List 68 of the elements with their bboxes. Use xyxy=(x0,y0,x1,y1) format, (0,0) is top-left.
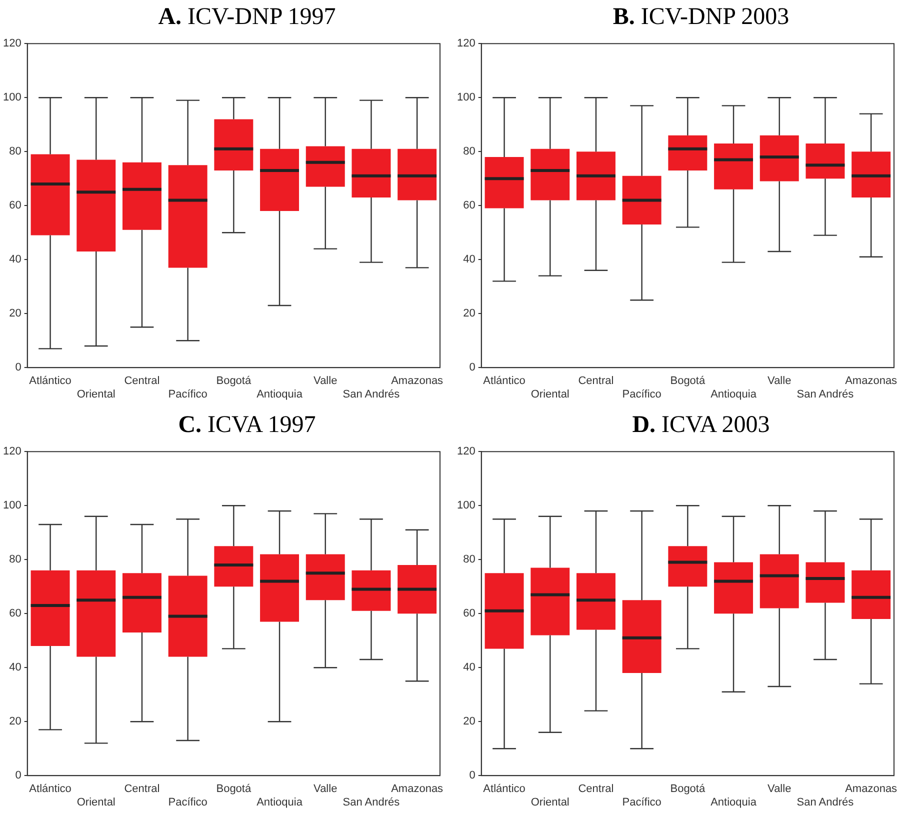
x-tick-label: San Andrés xyxy=(796,388,854,400)
y-tick-label: 80 xyxy=(463,146,476,158)
y-tick-label: 80 xyxy=(463,554,476,566)
y-tick-label: 20 xyxy=(9,308,22,320)
y-tick-label: 120 xyxy=(456,38,476,50)
y-tick-label: 120 xyxy=(456,446,476,458)
y-tick-label: 60 xyxy=(9,200,22,212)
y-tick-label: 0 xyxy=(469,770,476,782)
x-tick-label: Bogotá xyxy=(670,783,706,796)
x-tick-label: Antioquia xyxy=(710,388,758,400)
y-tick-label: 40 xyxy=(463,662,476,674)
y-tick-label: 20 xyxy=(463,716,476,728)
x-tick-label: Antioquia xyxy=(256,388,304,400)
x-tick-label: Central xyxy=(124,783,160,796)
chart-title: C. ICVA 1997 xyxy=(177,411,317,440)
x-tick-label: Central xyxy=(124,375,160,388)
y-tick-label: 0 xyxy=(15,770,22,782)
x-tick-label: Atlántico xyxy=(29,375,72,388)
y-tick-label: 20 xyxy=(9,716,22,728)
chart-title: D. ICVA 2003 xyxy=(631,411,771,440)
x-tick-label: Central xyxy=(578,783,614,796)
x-tick-label: Antioquia xyxy=(256,796,304,808)
y-tick-label: 20 xyxy=(463,308,476,320)
y-tick-label: 0 xyxy=(469,362,476,374)
x-tick-label: Valle xyxy=(768,783,792,796)
x-tick-label: San Andrés xyxy=(796,796,854,808)
y-tick-label: 40 xyxy=(463,254,476,266)
x-tick-label: Valle xyxy=(768,375,792,388)
x-tick-label: Atlántico xyxy=(483,783,526,796)
x-tick-label: Oriental xyxy=(76,388,116,400)
x-tick-label: Antioquia xyxy=(710,796,758,808)
y-tick-label: 40 xyxy=(9,254,22,266)
x-tick-label: Bogotá xyxy=(216,375,252,388)
y-tick-label: 40 xyxy=(9,662,22,674)
x-tick-label: Atlántico xyxy=(483,375,526,388)
y-tick-label: 120 xyxy=(2,446,22,458)
x-tick-label: San Andrés xyxy=(342,796,400,808)
y-tick-label: 80 xyxy=(9,554,22,566)
y-tick-label: 100 xyxy=(456,500,476,512)
x-tick-label: Pacífico xyxy=(622,796,662,808)
x-tick-label: Valle xyxy=(314,783,338,796)
x-tick-label: Pacífico xyxy=(168,388,208,400)
x-tick-label: Bogotá xyxy=(670,375,706,388)
y-tick-label: 60 xyxy=(463,200,476,212)
chart-title: A. ICV-DNP 1997 xyxy=(157,3,337,32)
x-tick-label: Pacífico xyxy=(168,796,208,808)
x-tick-label: Central xyxy=(578,375,614,388)
x-tick-label: Amazonas xyxy=(391,783,444,796)
y-tick-label: 120 xyxy=(2,38,22,50)
y-tick-label: 100 xyxy=(456,92,476,104)
y-tick-label: 60 xyxy=(463,608,476,620)
x-tick-label: Atlántico xyxy=(29,783,72,796)
y-tick-label: 100 xyxy=(2,500,22,512)
x-tick-label: Oriental xyxy=(530,388,570,400)
y-tick-label: 100 xyxy=(2,92,22,104)
x-tick-label: Pacífico xyxy=(622,388,662,400)
x-tick-label: Valle xyxy=(314,375,338,388)
x-tick-label: Bogotá xyxy=(216,783,252,796)
x-tick-label: Oriental xyxy=(76,796,116,808)
x-tick-label: Amazonas xyxy=(391,375,444,388)
x-tick-label: Amazonas xyxy=(845,783,898,796)
y-tick-label: 80 xyxy=(9,146,22,158)
chart-title: B. ICV-DNP 2003 xyxy=(612,3,790,32)
y-tick-label: 60 xyxy=(9,608,22,620)
x-tick-label: San Andrés xyxy=(342,388,400,400)
y-tick-label: 0 xyxy=(15,362,22,374)
x-tick-label: Oriental xyxy=(530,796,570,808)
x-tick-label: Amazonas xyxy=(845,375,898,388)
